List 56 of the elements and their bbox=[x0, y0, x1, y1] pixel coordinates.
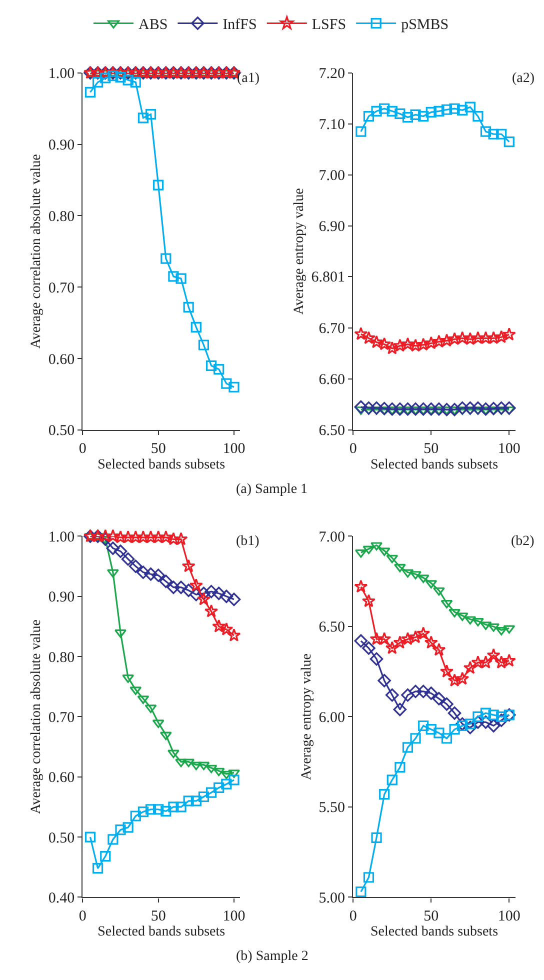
annotation: (a1) bbox=[237, 71, 260, 86]
y-tick-label: 0.80 bbox=[48, 208, 75, 225]
y-tick-label: 6.00 bbox=[318, 710, 346, 726]
y-tick-label: 6.70 bbox=[318, 321, 346, 338]
x-tick-label: 100 bbox=[498, 441, 520, 458]
y-tick-label: 0.60 bbox=[48, 770, 75, 786]
legend-label: InfFS bbox=[222, 17, 257, 34]
y-tick-label: 1.00 bbox=[48, 66, 75, 82]
y-tick-label: 7.10 bbox=[318, 117, 346, 134]
y-tick-label: 6.50 bbox=[318, 423, 346, 440]
y-tick-label: 0.90 bbox=[48, 590, 75, 606]
y-tick-label: 7.20 bbox=[318, 66, 346, 82]
y-axis-title: Average entropy value bbox=[292, 188, 307, 315]
y-tick-label: 6.60 bbox=[318, 372, 346, 388]
x-tick-label: 50 bbox=[150, 441, 166, 458]
y-tick-label: 7.00 bbox=[318, 168, 346, 184]
x-tick-label: 100 bbox=[222, 908, 246, 924]
y-tick-label: 6.801 bbox=[311, 270, 346, 286]
annotation: (b1) bbox=[236, 534, 260, 549]
y-tick-label: 5.00 bbox=[318, 890, 346, 906]
y-axis-title: Average correlation absolute value bbox=[28, 619, 44, 814]
y-axis-title: Average correlation absolute value bbox=[28, 154, 44, 349]
y-tick-label: 1.00 bbox=[48, 529, 75, 546]
x-tick-label: 0 bbox=[78, 908, 86, 924]
y-tick-label: 6.90 bbox=[318, 219, 346, 236]
text: (a) Sample 1 bbox=[236, 482, 308, 497]
x-tick-label: 0 bbox=[349, 441, 357, 458]
y-tick-label: 0.50 bbox=[48, 830, 75, 846]
y-tick-label: 0.90 bbox=[48, 138, 75, 154]
y-tick-label: 6.50 bbox=[318, 620, 346, 636]
y-tick-label: 0.60 bbox=[48, 352, 75, 368]
legend-label: pSMBS bbox=[401, 17, 449, 34]
legend-label: ABS bbox=[138, 17, 168, 34]
y-tick-label: 5.50 bbox=[318, 800, 346, 816]
x-axis-title: Selected bands subsets bbox=[370, 924, 498, 940]
y-tick-label: 0.70 bbox=[48, 710, 75, 726]
text: (b) Sample 2 bbox=[236, 949, 308, 964]
x-tick-label: 0 bbox=[78, 441, 86, 458]
y-tick-label: 0.50 bbox=[48, 423, 75, 440]
y-tick-label: 0.80 bbox=[48, 650, 75, 666]
x-tick-label: 50 bbox=[424, 908, 439, 924]
y-tick-label: 0.70 bbox=[48, 280, 75, 296]
x-axis-title: Selected bands subsets bbox=[98, 924, 226, 940]
y-tick-label: 7.00 bbox=[318, 529, 346, 546]
x-tick-label: 50 bbox=[424, 441, 439, 458]
x-tick-label: 0 bbox=[349, 908, 357, 924]
x-axis-title: Selected bands subsets bbox=[98, 457, 226, 472]
y-axis-title: Average entropy value bbox=[299, 653, 314, 780]
x-tick-label: 50 bbox=[150, 908, 166, 924]
legend-label: LSFS bbox=[312, 17, 346, 34]
annotation: (b2) bbox=[511, 534, 535, 549]
annotation: (a2) bbox=[512, 71, 535, 86]
y-tick-label: 0.40 bbox=[48, 890, 75, 906]
x-tick-label: 100 bbox=[222, 441, 246, 458]
x-tick-label: 100 bbox=[498, 908, 520, 924]
x-axis-title: Selected bands subsets bbox=[370, 457, 498, 472]
